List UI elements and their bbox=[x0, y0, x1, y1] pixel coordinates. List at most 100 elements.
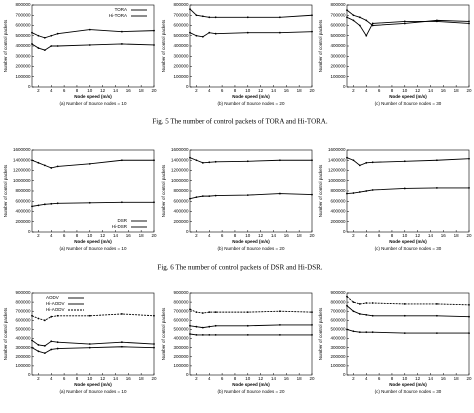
data-point bbox=[365, 331, 368, 334]
x-tick-label: 12 bbox=[415, 88, 421, 93]
y-tick-label: 200000 bbox=[15, 354, 31, 359]
y-tick-label: 500000 bbox=[15, 327, 31, 332]
x-tick-label: 20 bbox=[466, 88, 472, 93]
x-tick-label: 4 bbox=[208, 376, 211, 381]
subtitle: (c) Number of Source nodes = 30 bbox=[375, 389, 442, 394]
data-point bbox=[346, 192, 348, 195]
series-line bbox=[31, 29, 155, 39]
data-point bbox=[201, 161, 204, 164]
data-point bbox=[31, 159, 33, 162]
data-point bbox=[37, 317, 40, 320]
series-line bbox=[189, 193, 313, 200]
y-axis-label: Number of control packets bbox=[161, 307, 166, 360]
data-point bbox=[214, 334, 217, 336]
data-point bbox=[246, 311, 249, 314]
data-point bbox=[31, 314, 33, 317]
y-axis-label: Number of control packets bbox=[161, 164, 166, 217]
data-point bbox=[195, 34, 198, 37]
data-point bbox=[435, 187, 438, 189]
data-point bbox=[346, 16, 348, 19]
x-tick-label: 16 bbox=[284, 233, 290, 238]
data-point bbox=[208, 311, 211, 314]
caption: Fig. 5 The number of control packets of … bbox=[152, 118, 327, 126]
x-tick-label: 2 bbox=[37, 376, 40, 381]
data-point bbox=[43, 352, 46, 355]
x-tick-label: 4 bbox=[50, 376, 53, 381]
x-tick-label: 2 bbox=[195, 233, 198, 238]
data-point bbox=[43, 344, 46, 347]
data-point bbox=[31, 339, 33, 342]
data-point bbox=[352, 301, 355, 304]
data-point bbox=[208, 325, 211, 328]
data-point bbox=[214, 324, 217, 327]
legend-label: Hi-AODV bbox=[46, 307, 65, 312]
y-tick-label: 700000 bbox=[330, 12, 346, 17]
data-point bbox=[435, 303, 438, 305]
y-tick-label: 500000 bbox=[330, 33, 346, 38]
y-tick-label: 300000 bbox=[173, 345, 189, 350]
y-tick-label: 800000 bbox=[15, 2, 31, 7]
y-tick-label: 800000 bbox=[173, 188, 189, 193]
x-tick-label: 6 bbox=[63, 233, 66, 238]
x-tick-label: 16 bbox=[441, 376, 447, 381]
y-tick-label: 500000 bbox=[173, 33, 189, 38]
data-point bbox=[50, 348, 53, 351]
x-tick-label: 18 bbox=[139, 376, 145, 381]
series-line bbox=[346, 296, 470, 306]
data-point bbox=[365, 313, 368, 316]
subtitle: (b) Number of Source nodes = 20 bbox=[218, 101, 285, 106]
y-tick-label: 500000 bbox=[15, 33, 31, 38]
data-point bbox=[278, 16, 281, 19]
x-tick-label: 20 bbox=[309, 88, 315, 93]
y-tick-label: 0 bbox=[186, 372, 189, 377]
x-tick-label: 6 bbox=[221, 233, 224, 238]
data-point bbox=[346, 156, 348, 159]
y-tick-label: 600000 bbox=[173, 198, 189, 203]
y-tick-label: 300000 bbox=[173, 53, 189, 58]
y-tick-label: 0 bbox=[186, 229, 189, 234]
data-point bbox=[153, 159, 155, 162]
data-point bbox=[50, 167, 53, 169]
data-point bbox=[50, 202, 53, 205]
x-tick-label: 10 bbox=[245, 376, 251, 381]
x-axis-label: Node speed (m/s) bbox=[389, 382, 427, 387]
data-point bbox=[208, 31, 211, 34]
data-point bbox=[352, 19, 355, 22]
y-tick-label: 800000 bbox=[15, 299, 31, 304]
data-point bbox=[56, 341, 59, 344]
data-point bbox=[195, 14, 198, 17]
series-line bbox=[346, 329, 469, 334]
data-point bbox=[468, 20, 470, 23]
data-point bbox=[403, 332, 406, 334]
x-tick-label: 8 bbox=[234, 88, 237, 93]
x-tick-label: 14 bbox=[113, 376, 119, 381]
x-tick-label: 20 bbox=[466, 376, 472, 381]
y-tick-label: 600000 bbox=[173, 318, 189, 323]
series-line bbox=[346, 9, 470, 26]
y-axis-label: Number of control packets bbox=[161, 19, 166, 72]
y-tick-label: 300000 bbox=[330, 345, 346, 350]
x-tick-label: 2 bbox=[352, 88, 355, 93]
data-point bbox=[50, 45, 53, 47]
series-line bbox=[31, 43, 155, 51]
y-tick-label: 0 bbox=[343, 372, 346, 377]
x-tick-label: 4 bbox=[50, 233, 53, 238]
x-tick-label: 14 bbox=[113, 88, 119, 93]
data-point bbox=[403, 187, 406, 190]
data-point bbox=[208, 16, 211, 19]
y-tick-label: 600000 bbox=[330, 23, 346, 28]
x-tick-label: 14 bbox=[428, 233, 434, 238]
x-tick-label: 10 bbox=[245, 233, 251, 238]
data-point bbox=[214, 311, 217, 314]
y-tick-label: 200000 bbox=[330, 64, 346, 69]
x-tick-label: 16 bbox=[126, 233, 132, 238]
x-tick-label: 20 bbox=[151, 376, 157, 381]
y-tick-label: 100000 bbox=[173, 363, 189, 368]
x-axis-label: Node speed (m/s) bbox=[74, 94, 112, 99]
data-point bbox=[37, 344, 40, 346]
y-tick-label: 100000 bbox=[173, 74, 189, 79]
x-tick-label: 14 bbox=[271, 233, 277, 238]
x-tick-label: 8 bbox=[76, 376, 79, 381]
data-point bbox=[311, 334, 313, 336]
